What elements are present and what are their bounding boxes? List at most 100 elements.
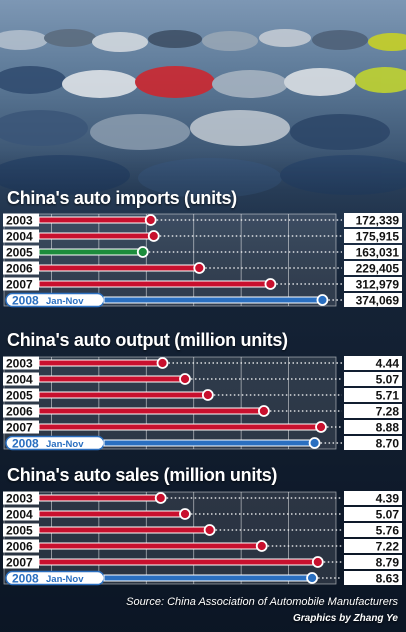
value-label: 8.70 — [376, 437, 400, 451]
bar — [38, 542, 263, 550]
year-label-box — [3, 372, 39, 386]
year-label-box — [3, 491, 39, 505]
bar — [103, 574, 313, 582]
bar-end-dot — [179, 373, 191, 385]
category-label: 2007 — [6, 556, 33, 570]
bar — [38, 526, 211, 534]
year-label-box — [3, 356, 39, 370]
value-label: 4.39 — [376, 492, 400, 506]
bar-end-dot — [311, 556, 324, 568]
category-label: 2003 — [6, 492, 33, 506]
bar-end-dot — [257, 405, 270, 417]
value-label-box — [344, 491, 402, 505]
bar-end-dot — [203, 524, 216, 536]
bar — [38, 494, 162, 502]
value-label: 8.88 — [376, 421, 400, 435]
category-label: 2008 — [12, 572, 39, 586]
bar — [38, 232, 155, 240]
graphics-credit: Graphics by Zhang Ye — [292, 613, 398, 624]
year-label-box — [3, 261, 39, 275]
category-label: 2007 — [6, 278, 33, 292]
value-label: 175,915 — [356, 230, 400, 244]
category-label: 2007 — [6, 421, 33, 435]
year-label-box — [3, 420, 39, 434]
value-label-box — [344, 436, 402, 450]
parked-cars-row-3 — [0, 110, 390, 150]
bar-end-dot — [308, 437, 321, 449]
year-label-box — [3, 404, 39, 418]
category-label: 2006 — [6, 262, 33, 276]
value-label-box — [344, 372, 402, 386]
value-label: 8.63 — [376, 572, 400, 586]
bar-end-dot — [255, 540, 268, 552]
value-label-box — [344, 523, 402, 537]
output-chart-title: China's auto output (million units) — [7, 330, 288, 350]
chart-frame — [3, 491, 337, 585]
bar — [103, 439, 316, 447]
bar-end-dot — [136, 246, 149, 258]
value-label-box — [344, 277, 402, 291]
bar-end-dot — [201, 389, 214, 401]
value-label: 163,031 — [356, 246, 400, 260]
year-label-box — [3, 277, 39, 291]
value-label-box — [344, 555, 402, 569]
bar-end-dot — [316, 294, 329, 306]
value-label-box — [344, 356, 402, 370]
category-label: 2008 — [12, 437, 39, 451]
category-note: Jan-Nov — [46, 439, 84, 450]
value-label: 7.28 — [376, 405, 400, 419]
value-label-box — [344, 293, 402, 307]
year-label-box — [3, 245, 39, 259]
bar — [103, 296, 323, 304]
bar-end-dot — [264, 278, 277, 290]
bar — [38, 280, 271, 288]
bar-end-dot — [147, 230, 160, 242]
bar — [38, 248, 144, 256]
year-label-box — [3, 555, 39, 569]
chart-frame — [3, 356, 337, 450]
value-label: 4.44 — [376, 357, 400, 371]
source-note: Source: China Association of Automobile … — [126, 596, 398, 608]
value-label: 8.79 — [376, 556, 400, 570]
category-label: 2005 — [6, 246, 33, 260]
value-label-box — [344, 404, 402, 418]
bar — [38, 375, 186, 383]
category-label: 2008 — [12, 294, 39, 308]
year-label-box — [3, 523, 39, 537]
value-label: 374,069 — [356, 294, 400, 308]
value-label: 5.71 — [376, 389, 400, 403]
category-label: 2006 — [6, 540, 33, 554]
bar — [38, 359, 164, 367]
value-label-box — [344, 261, 402, 275]
year-label-box — [3, 507, 39, 521]
category-label: 2004 — [6, 508, 33, 522]
value-label-box — [344, 420, 402, 434]
bar — [38, 558, 319, 566]
year-label-box — [3, 388, 39, 402]
imports-chart-title: China's auto imports (units) — [7, 188, 237, 208]
value-label: 5.07 — [376, 508, 400, 522]
value-label-box — [344, 539, 402, 553]
value-label: 312,979 — [356, 278, 400, 292]
year-label-box — [3, 229, 39, 243]
bar — [38, 391, 209, 399]
value-label-box — [344, 507, 402, 521]
bar — [38, 216, 152, 224]
chart-frame — [3, 213, 337, 307]
value-label: 172,339 — [356, 214, 400, 228]
value-label-box — [344, 229, 402, 243]
category-label: 2006 — [6, 405, 33, 419]
bar — [38, 407, 265, 415]
bar-end-dot — [154, 492, 167, 504]
sales-chart: 2003 4.39 2004 5.07 2005 5.76 2006 7.22 2007 8.79… — [3, 491, 402, 586]
year-label-box — [3, 213, 39, 227]
bar-end-dot — [156, 357, 169, 369]
parked-cars-row-1 — [0, 29, 406, 52]
category-label: 2003 — [6, 214, 33, 228]
output-chart: 2003 4.44 2004 5.07 2005 5.71 2006 7.28 2007 8.88… — [3, 356, 402, 451]
bar-end-dot — [193, 262, 206, 274]
value-label-box — [344, 388, 402, 402]
value-label-box — [344, 213, 402, 227]
category-label: 2005 — [6, 524, 33, 538]
